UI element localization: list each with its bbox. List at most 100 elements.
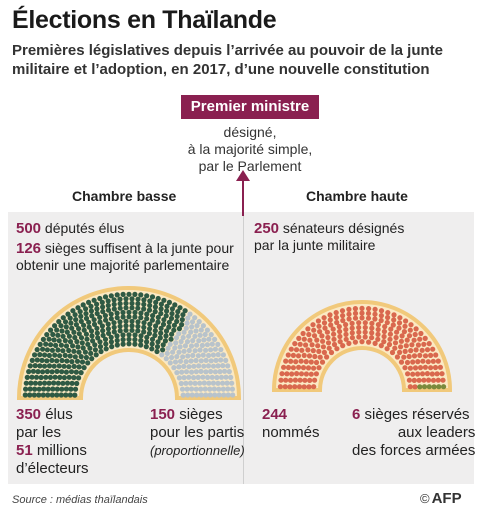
seat-appointed (406, 333, 413, 339)
seat-appointed (384, 346, 390, 352)
seat-appointed (399, 333, 405, 339)
seat-elected (114, 315, 120, 321)
seat-party (212, 369, 218, 375)
seat-elected (34, 357, 40, 363)
seat-elected (163, 328, 170, 334)
seat-elected (52, 323, 58, 329)
seat-elected (78, 335, 85, 341)
seat-appointed (301, 352, 307, 358)
seat-elected (135, 323, 141, 329)
seat-appointed (311, 365, 317, 371)
seat-elected (44, 332, 50, 338)
seat-party (193, 357, 199, 364)
seat-party (186, 364, 192, 370)
seat-elected (88, 303, 94, 309)
seat-elected (59, 357, 65, 364)
source-note: Source : médias thaïlandais (12, 494, 148, 506)
seat-elected (144, 316, 150, 322)
seat-elected (162, 338, 168, 344)
seat-elected (29, 374, 35, 380)
seat-elected (123, 323, 129, 329)
seat-appointed (415, 371, 421, 377)
seat-party (216, 386, 222, 392)
seat-appointed (303, 371, 309, 377)
seat-party (189, 369, 195, 375)
seat-elected (72, 312, 78, 318)
seat-party (185, 315, 191, 321)
seat-elected (59, 369, 65, 375)
seat-elected (62, 338, 68, 344)
seat-party (189, 392, 195, 398)
seat-party (192, 348, 198, 354)
seat-appointed (389, 349, 396, 356)
seat-elected (23, 380, 29, 386)
seat-elected (144, 293, 150, 299)
seat-appointed (296, 384, 303, 390)
seat-elected (88, 308, 94, 314)
seat-party (221, 392, 227, 398)
seat-appointed (422, 353, 429, 359)
seat-party (169, 354, 175, 361)
seat-elected (135, 328, 141, 334)
seat-elected (71, 348, 77, 354)
seat-appointed (331, 341, 338, 348)
seat-party (212, 392, 218, 398)
seat-appointed (430, 358, 436, 364)
seat-elected (168, 315, 175, 321)
seat-party (203, 357, 209, 363)
seat-elected (58, 342, 64, 348)
seat-appointed (320, 344, 326, 350)
seat-elected (149, 294, 156, 300)
seat-party (212, 346, 218, 352)
seat-elected (158, 301, 164, 307)
seat-party (185, 353, 191, 359)
seat-elected (81, 322, 87, 328)
seat-appointed (406, 353, 412, 360)
seat-elected (32, 363, 38, 369)
afp-credit: AFP (431, 490, 462, 507)
seat-appointed (415, 359, 421, 365)
seat-elected (40, 346, 46, 352)
seat-elected (49, 357, 55, 363)
seat-elected (69, 359, 75, 365)
seat-elected (141, 306, 147, 312)
seat-appointed (402, 323, 408, 329)
seat-party (189, 319, 196, 325)
seat-party (174, 354, 180, 360)
seat-elected (94, 301, 100, 307)
seat-elected (76, 326, 82, 332)
seat-appointed (290, 365, 296, 371)
lower-total-number: 500 (16, 220, 42, 237)
seat-party (172, 345, 178, 351)
seat-elected (56, 338, 62, 344)
seat-elected (43, 374, 49, 380)
seat-elected (74, 339, 80, 345)
seat-elected (46, 380, 52, 386)
seat-appointed (336, 324, 342, 330)
seat-appointed (375, 336, 381, 342)
seat-party (203, 369, 209, 375)
seat-appointed (293, 347, 300, 353)
seat-appointed (312, 353, 318, 360)
seat-elected (62, 319, 69, 325)
seat-elected (86, 319, 92, 325)
seat-party (171, 365, 177, 371)
seat-elected (108, 293, 114, 299)
seat-appointed (430, 346, 436, 352)
seat-elected (123, 305, 129, 311)
seat-elected (129, 323, 135, 329)
seat-appointed (313, 359, 320, 366)
seat-appointed (321, 320, 328, 326)
seat-party (190, 338, 196, 344)
seat-elected (141, 324, 147, 330)
seat-appointed (287, 377, 294, 383)
seat-elected (79, 359, 86, 365)
seat-party (211, 386, 217, 392)
seat-elected (76, 364, 82, 370)
reserved-text-1: sièges réservés (364, 406, 470, 423)
seat-appointed (277, 384, 283, 390)
seat-party (189, 324, 195, 330)
seat-elected (160, 347, 166, 353)
seat-appointed (359, 315, 365, 321)
seat-elected (90, 338, 96, 344)
